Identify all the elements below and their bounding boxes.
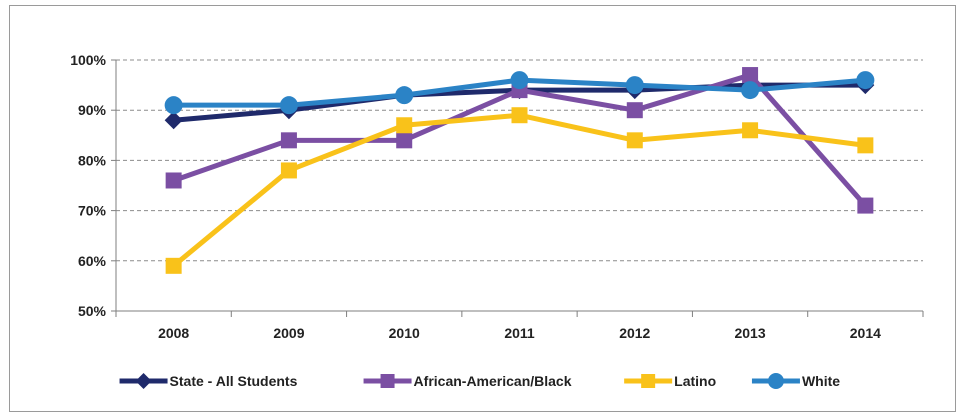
y-tick-label: 80% [78,152,107,168]
data-point [626,132,643,149]
data-point [396,132,413,149]
legend-item: White [751,373,840,389]
legend-marker [767,373,784,389]
y-axis-ticks: 50% 60% 70% 80% 90% 100% [70,52,106,319]
data-point [857,197,874,214]
x-axis-ticks: 2008 2009 2010 2011 2012 2013 2014 [158,325,881,341]
legend-label: African-American/Black [414,373,572,389]
y-tick-label: 60% [78,253,107,269]
data-point [742,67,759,84]
x-tick-label: 2012 [619,325,650,341]
y-tick-label: 90% [78,102,107,118]
legend-item: State - All Students [119,373,298,389]
data-point [510,71,529,90]
legend-marker [641,374,656,388]
legend-label: State - All Students [170,373,298,389]
axes [111,59,924,317]
data-point [165,172,182,189]
line-chart: 50% 60% 70% 80% 90% 100% 2008 2009 2010 2011 2012… [70,52,924,389]
legend-item: African-American/Black [363,373,572,389]
data-point [280,162,297,179]
series-white [164,71,875,115]
data-point [625,76,644,95]
series-latino [165,107,874,274]
legend-marker [135,373,152,389]
data-point [626,102,643,119]
data-point [279,96,298,115]
y-tick-label: 70% [78,203,107,219]
x-tick-label: 2013 [734,325,765,341]
data-point [165,257,182,274]
x-tick-label: 2010 [389,325,420,341]
x-tick-label: 2009 [273,325,304,341]
x-tick-label: 2008 [158,325,189,341]
data-point [395,86,414,105]
data-point [280,132,297,149]
data-point [742,122,759,139]
legend-label: White [802,373,840,389]
data-point [396,117,413,134]
data-point [164,96,183,115]
legend: State - All Students African-American/Bla… [119,373,840,389]
data-point [856,71,875,90]
y-tick-label: 100% [70,52,106,68]
x-tick-label: 2011 [504,325,535,341]
series-group [164,67,875,274]
legend-marker [380,374,395,388]
series-line [171,112,868,269]
x-tick-label: 2014 [850,325,881,341]
gridlines [116,59,923,262]
data-point [857,137,874,154]
chart-frame: 50% 60% 70% 80% 90% 100% 2008 2009 2010 2011 2012… [9,5,956,412]
data-point [741,81,760,100]
legend-label: Latino [674,373,716,389]
y-tick-label: 50% [78,303,107,319]
data-point [164,111,183,130]
legend-item: Latino [624,373,716,389]
data-point [511,107,528,124]
